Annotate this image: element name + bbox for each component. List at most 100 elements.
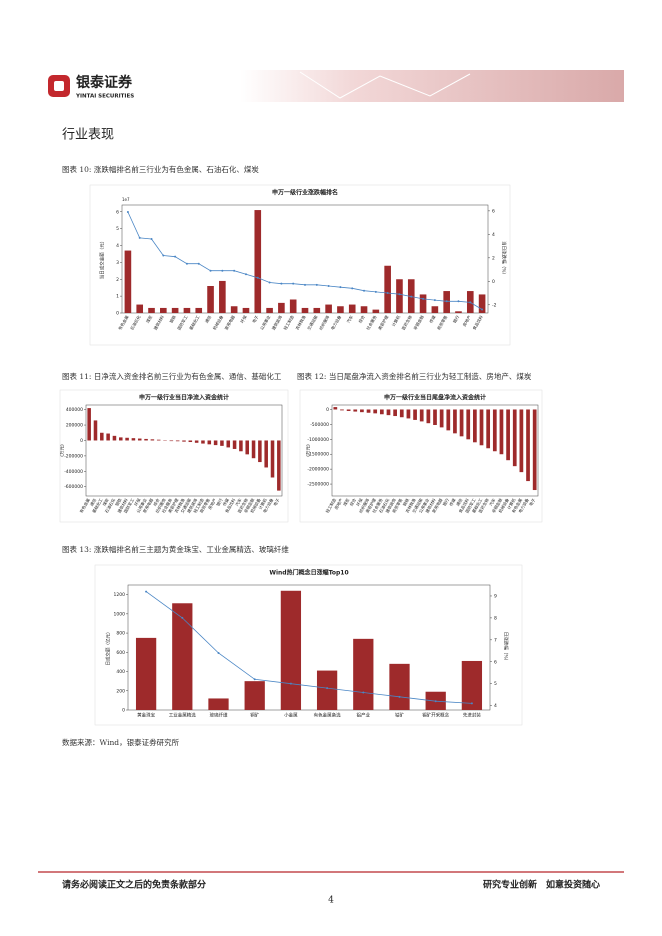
caption: 图表 13: 涨跌幅排名前三主题为黄金珠宝、工业金属精选、玻璃纤维 bbox=[62, 544, 289, 554]
bar bbox=[426, 409, 431, 424]
x-tick-label: 计算机 bbox=[257, 497, 268, 510]
chart-title: Wind热门概念日涨幅Top10 bbox=[269, 569, 348, 577]
chart-title: 申万一级行业当日净流入资金统计 bbox=[139, 394, 229, 402]
brand-en: YINTAI SECURITIES bbox=[75, 94, 134, 100]
x-tick-label: 银行 bbox=[214, 497, 223, 507]
line-point bbox=[292, 282, 295, 285]
header-decoration bbox=[299, 71, 471, 99]
line-point bbox=[126, 211, 129, 214]
bar bbox=[169, 440, 174, 442]
line-point bbox=[256, 276, 259, 279]
bar bbox=[486, 409, 491, 449]
bar bbox=[399, 409, 404, 418]
line-point bbox=[433, 299, 436, 302]
bar bbox=[393, 409, 397, 417]
x-tick-label: 电子 bbox=[250, 314, 259, 324]
bar bbox=[340, 409, 344, 411]
bar bbox=[455, 311, 462, 313]
x-tick-label: 小金属 bbox=[284, 712, 298, 719]
y2-axis-label: 日涨跌幅（%） bbox=[503, 632, 510, 663]
x-tick-label: 钢铁 bbox=[168, 314, 177, 324]
chart-frame bbox=[94, 564, 523, 726]
bar bbox=[195, 307, 203, 313]
bar bbox=[499, 409, 504, 455]
bar bbox=[346, 409, 351, 411]
y2-tick-label: 2 bbox=[492, 255, 495, 261]
bar bbox=[389, 663, 410, 710]
line-point bbox=[410, 295, 413, 298]
y-axis-label: (万元) bbox=[60, 444, 66, 457]
line-point bbox=[362, 691, 365, 694]
bar bbox=[461, 660, 483, 710]
bar bbox=[230, 306, 238, 313]
bar bbox=[242, 307, 250, 313]
bar bbox=[333, 407, 338, 410]
x-tick-label: 煤炭 bbox=[144, 314, 153, 324]
y-axis-label: 日成交额（亿元） bbox=[105, 630, 112, 666]
x-tick-label: 汽车 bbox=[233, 497, 242, 507]
bar bbox=[532, 409, 537, 491]
bar bbox=[433, 409, 437, 425]
line-point bbox=[280, 282, 283, 285]
y2-tick-label: 7 bbox=[494, 637, 497, 643]
section-title: 行业表现 bbox=[62, 128, 114, 143]
x-tick-label: 煤炭 bbox=[101, 497, 110, 507]
x-tick-label: 综合 bbox=[348, 497, 357, 507]
bar bbox=[208, 698, 229, 710]
x-tick-label: 房地产 bbox=[206, 497, 217, 510]
y-axis-label: (万元) bbox=[306, 444, 312, 457]
bar bbox=[289, 299, 297, 313]
x-tick-label: 工业金属精选 bbox=[169, 712, 196, 719]
line-point bbox=[162, 254, 165, 257]
bar bbox=[258, 440, 262, 463]
bar bbox=[453, 409, 457, 434]
line-point bbox=[445, 300, 448, 303]
x-tick-label: 电子 bbox=[271, 497, 280, 507]
bar bbox=[316, 670, 338, 710]
bar bbox=[148, 307, 155, 313]
y-tick-label: 0 bbox=[116, 311, 119, 317]
y-tick-label: 0 bbox=[122, 708, 125, 714]
y-tick-label: 4 bbox=[116, 243, 119, 249]
bar bbox=[431, 306, 439, 313]
y-tick-label: -200000 bbox=[64, 453, 83, 459]
y2-tick-label: 5 bbox=[494, 681, 497, 687]
y2-tick-label: -2 bbox=[492, 302, 497, 308]
bar bbox=[150, 439, 155, 441]
logo-mark-inner bbox=[54, 81, 64, 91]
y-tick-label: 600 bbox=[116, 650, 125, 656]
bar bbox=[372, 309, 380, 313]
y-tick-label: 1000 bbox=[114, 611, 126, 617]
line-point bbox=[253, 678, 256, 681]
x-tick-label: 有色金属备选 bbox=[314, 712, 341, 719]
x-tick-label: 玻璃纤维 bbox=[210, 712, 228, 719]
bar bbox=[280, 590, 302, 710]
x-tick-label: 铝产业 bbox=[357, 712, 371, 719]
bar bbox=[245, 440, 249, 455]
x-tick-label: 环保 bbox=[239, 314, 248, 324]
x-tick-label: 先进封装 bbox=[463, 712, 481, 719]
bar bbox=[244, 681, 265, 710]
line-point bbox=[181, 616, 184, 619]
bar bbox=[124, 250, 132, 313]
line-point bbox=[374, 290, 377, 293]
bar bbox=[492, 409, 497, 452]
x-tick-label: 电子 bbox=[527, 497, 536, 507]
line-point bbox=[326, 687, 329, 690]
plot-area bbox=[127, 584, 491, 711]
line-point bbox=[304, 283, 306, 286]
bar bbox=[194, 440, 199, 443]
bar bbox=[264, 440, 268, 468]
line-point bbox=[233, 269, 236, 272]
x-tick-label: 通信 bbox=[203, 314, 212, 324]
x-tick-label: 通信 bbox=[454, 497, 463, 507]
source: 数据来源：Wind，银泰证券研究所 bbox=[62, 737, 180, 747]
y-tick-label: 5 bbox=[116, 226, 119, 232]
bar bbox=[144, 438, 148, 441]
y-tick-label: -2000000 bbox=[307, 467, 329, 473]
bar bbox=[301, 307, 309, 313]
bar bbox=[232, 440, 237, 449]
y-tick-label: -2500000 bbox=[307, 482, 329, 488]
bar bbox=[386, 409, 391, 416]
